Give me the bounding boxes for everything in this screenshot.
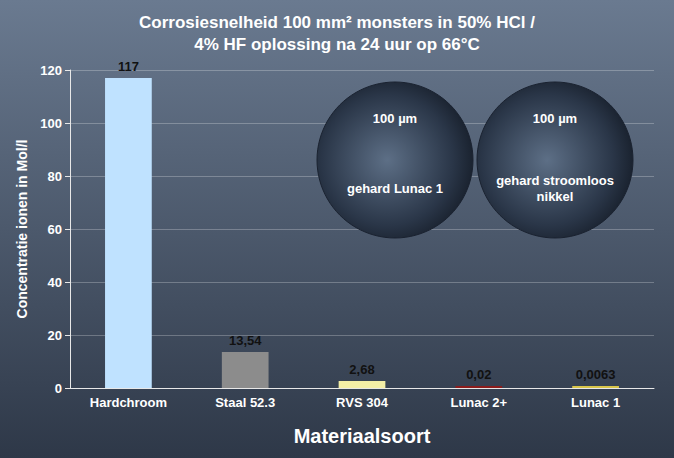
svg-text:120: 120 <box>40 63 62 78</box>
svg-text:0,02: 0,02 <box>466 367 491 382</box>
svg-text:Lunac 1: Lunac 1 <box>571 395 620 410</box>
svg-text:13,54: 13,54 <box>229 333 262 348</box>
svg-text:80: 80 <box>48 169 62 184</box>
svg-text:Corrosiesnelheid 100 mm² monst: Corrosiesnelheid 100 mm² monsters in 50%… <box>139 13 535 32</box>
svg-text:20: 20 <box>48 328 62 343</box>
svg-text:Concentratie ionen in Mol/l: Concentratie ionen in Mol/l <box>14 140 30 319</box>
svg-text:Lunac 2+: Lunac 2+ <box>450 395 507 410</box>
svg-text:60: 60 <box>48 222 62 237</box>
svg-text:2,68: 2,68 <box>349 362 374 377</box>
svg-text:40: 40 <box>48 275 62 290</box>
svg-text:gehard stroomloos: gehard stroomloos <box>496 173 614 188</box>
svg-text:nikkel: nikkel <box>537 189 574 204</box>
svg-text:100: 100 <box>40 116 62 131</box>
svg-text:0: 0 <box>55 381 62 396</box>
svg-text:Materiaalsoort: Materiaalsoort <box>294 425 431 447</box>
svg-text:Hardchroom: Hardchroom <box>90 395 167 410</box>
svg-text:0,0063: 0,0063 <box>576 367 616 382</box>
svg-text:117: 117 <box>118 59 139 74</box>
svg-text:RVS 304: RVS 304 <box>336 395 389 410</box>
svg-text:gehard Lunac 1: gehard Lunac 1 <box>347 181 443 196</box>
svg-text:100 µm: 100 µm <box>373 111 417 126</box>
svg-text:100 µm: 100 µm <box>533 111 577 126</box>
svg-text:Staal 52.3: Staal 52.3 <box>215 395 275 410</box>
svg-text:4% HF oplossing na 24 uur op 6: 4% HF oplossing na 24 uur op 66°C <box>194 35 479 54</box>
